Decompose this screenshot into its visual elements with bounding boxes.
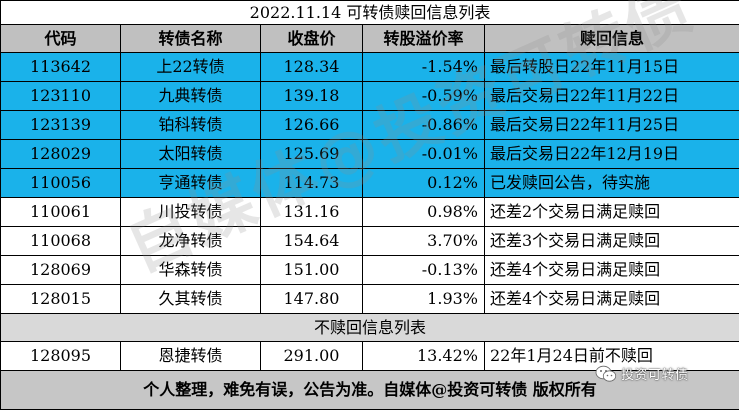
table-row: 110061 川投转债 131.16 0.98% 还差2个交易日满足赎回 [0, 197, 739, 227]
row-price: 147.80 [260, 284, 363, 314]
row-price: 126.66 [260, 110, 363, 140]
row-name: 恩捷转债 [120, 341, 261, 371]
row-name: 太阳转债 [120, 139, 261, 169]
row-premium: 0.98% [362, 197, 485, 227]
row-code: 110068 [0, 226, 121, 256]
row-code: 110056 [0, 168, 121, 198]
row-name: 铂科转债 [120, 110, 261, 140]
table-row: 113642 上22转债 128.34 -1.54% 最后转股日22年11月15… [0, 52, 739, 82]
row-price: 131.16 [260, 197, 363, 227]
row-info: 22年1月24日前不赎回 [483, 341, 739, 371]
row-code: 113642 [0, 52, 121, 82]
header-price: 收盘价 [260, 24, 363, 53]
row-price: 154.64 [260, 226, 363, 256]
footer-note: 个人整理，难免有误，公告为准。自媒体@投资可转债 版权所有 [0, 370, 739, 410]
row-premium: 1.93% [362, 284, 485, 314]
row-info: 最后交易日22年12月19日 [483, 139, 739, 169]
row-info: 还差3个交易日满足赎回 [483, 226, 739, 256]
row-name: 亨通转债 [120, 168, 261, 198]
row-premium: -0.59% [362, 81, 485, 111]
row-info: 最后转股日22年11月15日 [483, 52, 739, 82]
row-premium: 13.42% [362, 341, 485, 371]
row-info: 已发赎回公告，待实施 [483, 168, 739, 198]
no-redeem-title-row: 不赎回信息列表 [0, 313, 739, 342]
header-name: 转债名称 [120, 24, 261, 53]
table-row: 128069 华森转债 151.00 -0.13% 还差4个交易日满足赎回 [0, 255, 739, 285]
row-info: 还差2个交易日满足赎回 [483, 197, 739, 227]
title-row: 2022.11.14 可转债赎回信息列表 [0, 0, 739, 25]
row-name: 龙净转债 [120, 226, 261, 256]
row-name: 川投转债 [120, 197, 261, 227]
row-premium: -0.01% [362, 139, 485, 169]
row-code: 128015 [0, 284, 121, 314]
row-info: 最后交易日22年11月22日 [483, 81, 739, 111]
footer-row: 个人整理，难免有误，公告为准。自媒体@投资可转债 版权所有 [0, 370, 739, 410]
header-code: 代码 [0, 24, 121, 53]
row-code: 123139 [0, 110, 121, 140]
row-premium: 0.12% [362, 168, 485, 198]
row-name: 久其转债 [120, 284, 261, 314]
table-row: 123139 铂科转债 126.66 -0.86% 最后交易日22年11月25日 [0, 110, 739, 140]
row-code: 123110 [0, 81, 121, 111]
row-info: 最后交易日22年11月25日 [483, 110, 739, 140]
row-name: 上22转债 [120, 52, 261, 82]
header-row: 代码 转债名称 收盘价 转股溢价率 赎回信息 [0, 24, 739, 53]
table-row: 110056 亨通转债 114.73 0.12% 已发赎回公告，待实施 [0, 168, 739, 198]
row-premium: 3.70% [362, 226, 485, 256]
no-redeem-title: 不赎回信息列表 [0, 313, 739, 342]
row-name: 华森转债 [120, 255, 261, 285]
row-code: 128069 [0, 255, 121, 285]
row-code: 110061 [0, 197, 121, 227]
header-info: 赎回信息 [483, 24, 739, 53]
header-premium: 转股溢价率 [362, 24, 485, 53]
table-row: 110068 龙净转债 154.64 3.70% 还差3个交易日满足赎回 [0, 226, 739, 256]
row-price: 291.00 [260, 341, 363, 371]
table-row: 128015 久其转债 147.80 1.93% 还差4个交易日满足赎回 [0, 284, 739, 314]
row-code: 128029 [0, 139, 121, 169]
row-premium: -0.13% [362, 255, 485, 285]
row-price: 128.34 [260, 52, 363, 82]
page-title: 2022.11.14 可转债赎回信息列表 [0, 0, 739, 25]
row-price: 114.73 [260, 168, 363, 198]
table-row: 128095 恩捷转债 291.00 13.42% 22年1月24日前不赎回 [0, 341, 739, 371]
row-info: 还差4个交易日满足赎回 [483, 255, 739, 285]
row-code: 128095 [0, 341, 121, 371]
row-name: 九典转债 [120, 81, 261, 111]
table-row: 123110 九典转债 139.18 -0.59% 最后交易日22年11月22日 [0, 81, 739, 111]
row-info: 还差4个交易日满足赎回 [483, 284, 739, 314]
row-premium: -0.86% [362, 110, 485, 140]
row-price: 139.18 [260, 81, 363, 111]
row-price: 151.00 [260, 255, 363, 285]
table-row: 128029 太阳转债 125.69 -0.01% 最后交易日22年12月19日 [0, 139, 739, 169]
row-price: 125.69 [260, 139, 363, 169]
row-premium: -1.54% [362, 52, 485, 82]
